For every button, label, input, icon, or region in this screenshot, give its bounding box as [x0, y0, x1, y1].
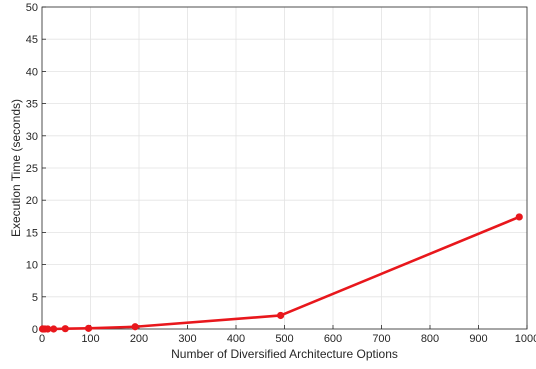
- x-tick-label: 600: [324, 333, 342, 345]
- x-tick-label: 500: [275, 333, 293, 345]
- data-point: [84, 324, 93, 332]
- data-point: [515, 213, 523, 221]
- y-tick-label: 30: [26, 131, 38, 143]
- data-point: [61, 325, 69, 333]
- data-point: [44, 325, 52, 333]
- x-tick-label: 900: [469, 333, 487, 345]
- y-tick-label: 20: [26, 195, 38, 207]
- y-tick-label: 0: [32, 324, 38, 336]
- data-point: [131, 323, 139, 331]
- y-tick-label: 45: [26, 34, 38, 46]
- y-axis-label: Execution Time (seconds): [9, 99, 23, 237]
- y-tick-label: 5: [32, 292, 38, 304]
- x-axis-label: Number of Diversified Architecture Optio…: [171, 347, 398, 361]
- data-point: [50, 325, 58, 333]
- x-tick-label: 800: [421, 333, 439, 345]
- x-tick-label: 300: [178, 333, 196, 345]
- x-tick-label: 400: [227, 333, 245, 345]
- y-tick-label: 10: [26, 260, 38, 272]
- x-tick-label: 200: [130, 333, 148, 345]
- y-tick-label: 25: [26, 163, 38, 175]
- y-tick-label: 15: [26, 227, 38, 239]
- x-tick-label: 0: [39, 333, 45, 345]
- x-tick-label: 700: [372, 333, 390, 345]
- data-point: [277, 311, 285, 320]
- y-tick-label: 35: [26, 99, 38, 111]
- series: [38, 213, 523, 333]
- y-tick-label: 40: [26, 66, 38, 78]
- y-tick-label: 50: [26, 2, 38, 14]
- x-tick-label: 100: [81, 333, 99, 345]
